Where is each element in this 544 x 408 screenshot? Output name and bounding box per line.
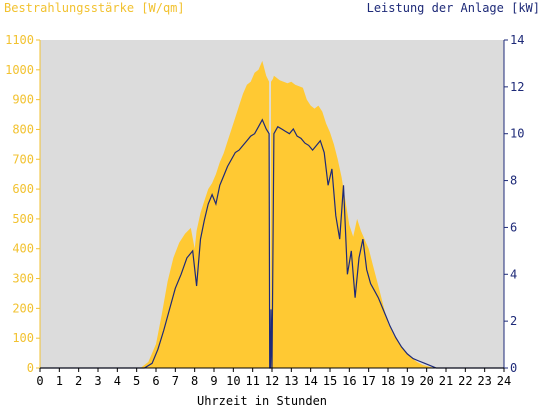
- left-tick-label: 200: [12, 301, 34, 315]
- x-tick-label: 21: [439, 374, 453, 388]
- x-tick-label: 18: [381, 374, 395, 388]
- right-tick-label: 10: [510, 127, 524, 141]
- x-axis-title: Uhrzeit in Stunden: [197, 394, 327, 408]
- left-tick-label: 1100: [5, 33, 34, 47]
- x-tick-label: 13: [284, 374, 298, 388]
- right-tick-label: 8: [510, 174, 517, 188]
- left-tick-label: 600: [12, 182, 34, 196]
- x-tick-label: 11: [245, 374, 259, 388]
- right-tick-label: 4: [510, 267, 517, 281]
- x-tick-label: 8: [191, 374, 198, 388]
- right-tick-label: 14: [510, 33, 524, 47]
- right-axis-title: Leistung der Anlage [kW]: [367, 1, 540, 15]
- left-tick-label: 900: [12, 93, 34, 107]
- left-tick-label: 400: [12, 242, 34, 256]
- x-tick-label: 12: [265, 374, 279, 388]
- left-tick-label: 100: [12, 331, 34, 345]
- right-tick-label: 2: [510, 314, 517, 328]
- right-tick-label: 12: [510, 80, 524, 94]
- x-tick-label: 24: [497, 374, 511, 388]
- left-tick-label: 300: [12, 272, 34, 286]
- left-tick-label: 1000: [5, 63, 34, 77]
- irradiance-area: [40, 60, 504, 369]
- power-line: [40, 118, 504, 369]
- x-tick-label: 0: [36, 374, 43, 388]
- x-tick-label: 15: [323, 374, 337, 388]
- left-tick-label: 500: [12, 212, 34, 226]
- x-tick-label: 10: [226, 374, 240, 388]
- left-tick-label: 700: [12, 152, 34, 166]
- left-tick-label: 0: [27, 361, 34, 375]
- left-axis-title: Bestrahlungsstärke [W/qm]: [4, 1, 185, 15]
- x-tick-label: 3: [94, 374, 101, 388]
- x-tick-label: 6: [152, 374, 159, 388]
- right-tick-label: 0: [510, 361, 517, 375]
- x-tick-label: 7: [172, 374, 179, 388]
- x-tick-label: 1: [56, 374, 63, 388]
- x-tick-label: 16: [342, 374, 356, 388]
- series-layer: [40, 60, 504, 369]
- x-tick-label: 9: [210, 374, 217, 388]
- x-tick-label: 22: [458, 374, 472, 388]
- x-tick-label: 4: [114, 374, 121, 388]
- x-tick-label: 23: [477, 374, 491, 388]
- x-tick-label: 2: [75, 374, 82, 388]
- axes-layer: 0100200300400500600700800900100011000246…: [5, 33, 524, 388]
- x-tick-label: 19: [400, 374, 414, 388]
- x-tick-label: 17: [361, 374, 375, 388]
- x-tick-label: 14: [303, 374, 317, 388]
- right-tick-label: 6: [510, 220, 517, 234]
- x-tick-label: 5: [133, 374, 140, 388]
- x-tick-label: 20: [419, 374, 433, 388]
- left-tick-label: 800: [12, 122, 34, 136]
